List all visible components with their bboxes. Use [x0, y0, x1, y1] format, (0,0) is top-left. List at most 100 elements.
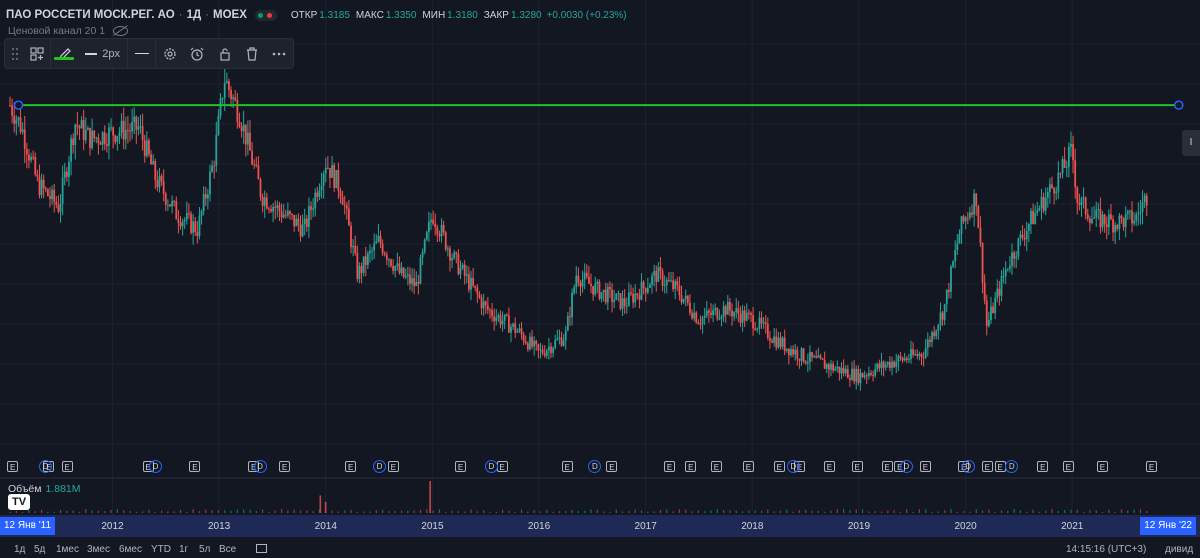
templates-icon[interactable] [25, 39, 51, 68]
candle-body [1025, 230, 1028, 240]
candle-body [693, 312, 696, 319]
range-button[interactable]: YTD [151, 544, 171, 555]
candle-body [634, 293, 637, 303]
earnings-marker[interactable]: E [345, 461, 357, 472]
candle-body [834, 368, 837, 371]
hide-eye-icon[interactable] [113, 26, 129, 36]
earnings-marker[interactable]: E [981, 461, 993, 472]
earnings-marker[interactable]: E [685, 461, 697, 472]
dividend-marker[interactable]: D [786, 460, 800, 473]
volume-bar [432, 510, 434, 513]
earnings-marker[interactable]: E [881, 461, 893, 472]
line-width-button[interactable]: 2px [78, 39, 129, 68]
price-chart[interactable] [0, 0, 1200, 515]
time-axis[interactable] [0, 515, 1200, 537]
candle-body [638, 295, 641, 300]
clock[interactable]: 14:15:16 (UTC+3) [1066, 544, 1147, 555]
dividend-marker[interactable]: D [588, 460, 602, 473]
earnings-marker[interactable]: E [1096, 461, 1108, 472]
dividends-toggle[interactable]: дивид [1165, 544, 1194, 555]
dividend-marker[interactable]: D [372, 460, 386, 473]
earnings-marker[interactable]: E [851, 461, 863, 472]
earnings-marker[interactable]: E [1146, 461, 1157, 472]
volume-bar [445, 511, 447, 513]
earnings-marker[interactable]: E [387, 461, 399, 472]
calendar-icon[interactable] [256, 544, 267, 553]
earnings-marker[interactable]: E [496, 461, 508, 472]
alert-clock-icon[interactable] [184, 39, 211, 68]
range-button[interactable]: 1г [179, 544, 189, 555]
candle-body [1139, 212, 1142, 214]
candle-body [74, 124, 77, 146]
candle-body [604, 289, 607, 303]
candle-body [312, 208, 315, 210]
earnings-marker[interactable]: E [61, 461, 73, 472]
volume-bar [1013, 509, 1015, 513]
candle-body [1097, 208, 1100, 210]
time-axis-start-label: 12 Янв '11 [0, 517, 56, 535]
dividend-marker[interactable]: D [961, 460, 975, 473]
volume-bar [912, 511, 914, 513]
dividend-marker[interactable]: D [899, 460, 913, 473]
candle-body [112, 127, 115, 136]
candle-body [99, 143, 102, 145]
candle-body [440, 224, 443, 237]
delete-trash-icon[interactable] [238, 39, 265, 68]
drag-handle-icon[interactable] [5, 39, 25, 68]
candle-body [886, 362, 889, 365]
price-axis-handle[interactable]: I [1182, 130, 1200, 156]
volume-bar [280, 509, 283, 513]
earnings-marker[interactable]: E [773, 461, 785, 472]
earnings-marker[interactable]: E [994, 461, 1006, 472]
range-button[interactable]: 1д [14, 544, 26, 555]
candle-body [838, 366, 841, 374]
symbol-name[interactable]: ПАО РОССЕТИ МОСК.РЕГ. АО [6, 9, 175, 21]
volume-bar [337, 511, 339, 513]
drawing-legend[interactable]: Ценовой канал 20 1 [8, 25, 129, 37]
earnings-marker[interactable]: E [606, 461, 618, 472]
market-status-icon[interactable] [254, 9, 277, 21]
candle-body [1051, 184, 1053, 188]
earnings-marker[interactable]: E [1037, 461, 1049, 472]
range-button[interactable]: 5л [199, 544, 211, 555]
dividend-marker[interactable]: D [253, 460, 267, 473]
earnings-marker[interactable]: E [189, 461, 201, 472]
tradingview-logo[interactable]: TV [8, 494, 30, 510]
earnings-marker[interactable]: E [664, 461, 675, 472]
lock-icon[interactable] [211, 39, 238, 68]
drawing-anchor-handle[interactable] [1173, 100, 1184, 110]
range-button[interactable]: 6мес [119, 544, 142, 555]
earnings-marker[interactable]: E [7, 461, 19, 472]
earnings-marker[interactable]: E [742, 461, 754, 472]
earnings-marker[interactable]: E [823, 461, 835, 472]
range-button[interactable]: 3мес [87, 544, 110, 555]
dividend-marker[interactable]: D [1005, 460, 1019, 473]
earnings-marker[interactable]: E [455, 461, 466, 472]
interval-label[interactable]: 1Д [186, 9, 202, 21]
earnings-marker[interactable]: E [1062, 461, 1074, 472]
dividend-marker[interactable]: D [39, 460, 53, 473]
dividend-marker[interactable]: D [484, 460, 498, 473]
settings-gear-icon[interactable] [156, 39, 183, 68]
range-button[interactable]: 5д [34, 544, 46, 555]
earnings-marker[interactable]: E [919, 461, 931, 472]
range-button[interactable]: 1мес [56, 544, 79, 555]
candle-body [333, 165, 336, 189]
line-color-pencil-icon[interactable] [51, 39, 78, 68]
candle-body [305, 218, 308, 227]
earnings-marker[interactable]: E [279, 461, 291, 472]
volume-bar [363, 511, 365, 513]
line-style-icon[interactable] [128, 39, 157, 68]
drawing-anchor-handle[interactable] [13, 100, 24, 110]
range-button[interactable]: Все [219, 544, 237, 555]
dividend-marker[interactable]: D [149, 460, 163, 473]
candle-body [1078, 203, 1081, 205]
symbol-header: ПАО РОССЕТИ МОСК.РЕГ. АО · 1Д · MOEX ОТК… [6, 9, 627, 21]
more-options-icon[interactable] [266, 39, 293, 68]
candle-body [739, 314, 742, 323]
candle-body [497, 315, 500, 318]
earnings-marker[interactable]: E [561, 461, 573, 472]
earnings-marker[interactable]: E [710, 461, 722, 472]
candle-body [924, 348, 927, 358]
candle-body [404, 275, 407, 278]
